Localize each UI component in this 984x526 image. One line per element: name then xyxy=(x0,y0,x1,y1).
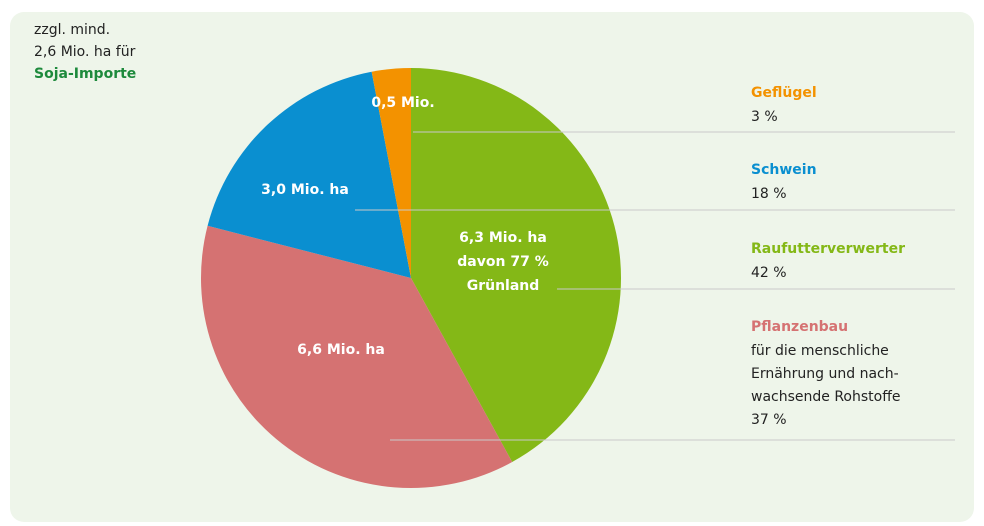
value-label: 18 % xyxy=(751,186,787,202)
slice-label: 6,6 Mio. ha xyxy=(297,342,385,358)
slice-label: Grünland xyxy=(467,278,540,294)
pie-slice xyxy=(371,68,411,278)
value-label: 3 % xyxy=(751,109,778,125)
slice-label: 0,5 Mio. xyxy=(371,95,434,111)
slice-label: 3,0 Mio. ha xyxy=(261,182,349,198)
legend-description: für die menschliche xyxy=(751,343,889,359)
legend-label: Pflanzenbau xyxy=(751,319,848,335)
legend-label: Raufutterverwerter xyxy=(751,241,905,257)
slice-label: davon 77 % xyxy=(457,254,548,270)
legend-label: Schwein xyxy=(751,162,817,178)
slice-label: 6,3 Mio. ha xyxy=(459,230,547,246)
pie-slice xyxy=(200,225,513,489)
note-line: zzgl. mind. xyxy=(34,22,110,38)
pie-slice xyxy=(411,68,622,463)
value-label: 37 % xyxy=(751,412,787,428)
legend-description: Ernährung und nach- xyxy=(751,366,899,382)
note-highlight: Soja-Importe xyxy=(34,66,136,82)
value-label: 42 % xyxy=(751,265,787,281)
pie-slice xyxy=(207,71,411,278)
legend-label: Geflügel xyxy=(751,85,817,101)
legend-description: wachsende Rohstoffe xyxy=(751,389,900,405)
note-line: 2,6 Mio. ha für xyxy=(34,44,136,60)
